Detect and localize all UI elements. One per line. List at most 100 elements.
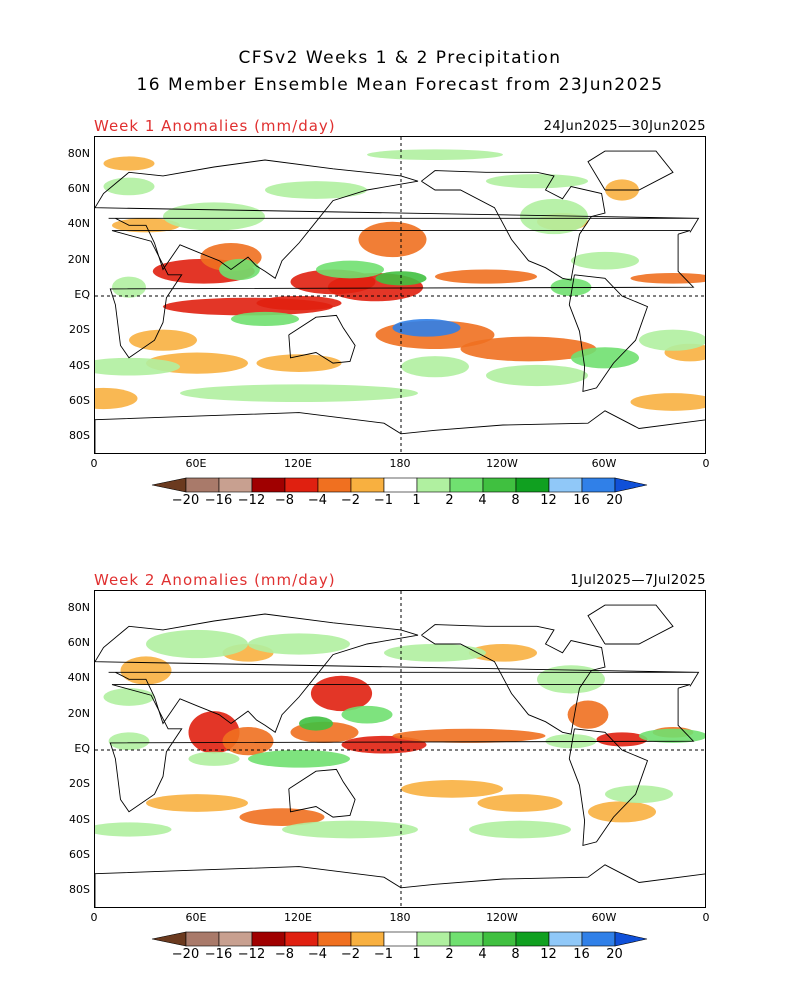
colorbar-tick-label: −20 [171, 493, 200, 508]
anomaly-region [639, 728, 705, 743]
anomaly-region [469, 820, 571, 839]
colorbar-swatch [449, 477, 483, 493]
lat-tick-label: 80S [69, 883, 90, 897]
colorbar-swatch [482, 931, 516, 947]
panel-2-map [94, 590, 706, 908]
lon-tick-label: 60W [591, 911, 617, 924]
anomaly-region [401, 356, 469, 378]
lat-tick-label: 80N [67, 146, 90, 160]
colorbar-swatch [515, 931, 549, 947]
anomaly-region [95, 822, 172, 837]
colorbar-tick-label: −16 [204, 493, 233, 508]
anomaly-region [265, 181, 367, 199]
colorbar-high-extend [614, 931, 647, 947]
anomaly-region [112, 276, 146, 298]
lat-tick-label: 20N [67, 706, 90, 720]
title-line-2: 16 Member Ensemble Mean Forecast from 23… [136, 75, 664, 95]
colorbar-swatch [350, 477, 384, 493]
colorbar-tick-label: 2 [445, 947, 454, 962]
coastline [568, 274, 649, 392]
coastline [587, 604, 674, 645]
colorbar-tick-label: −20 [171, 947, 200, 962]
colorbar-swatch [383, 477, 417, 493]
anomaly-region [219, 258, 260, 281]
colorbar-swatch [515, 477, 549, 493]
lon-tick-label: 60W [591, 457, 617, 470]
coastline [95, 613, 700, 733]
colorbar-tick-label: 1 [412, 947, 421, 962]
coastline [95, 410, 705, 453]
colorbar-tick-label: 4 [478, 947, 487, 962]
lat-tick-label: 60S [69, 394, 90, 407]
lon-tick-label: 180 [389, 911, 411, 924]
anomaly-region [222, 727, 274, 756]
coastline [288, 314, 356, 364]
colorbar-tick-label: 8 [511, 947, 520, 962]
lat-tick-label: 60N [67, 182, 90, 195]
anomaly-region [248, 750, 350, 768]
anomaly-region [310, 675, 373, 712]
colorbar-tick-label: −8 [274, 947, 295, 962]
title-line-1: CFSv2 Weeks 1 & 2 Precipitation [238, 48, 562, 68]
lat-tick-label: 20S [69, 323, 90, 337]
anomaly-region [316, 260, 384, 279]
panel-1-map-svg [95, 137, 705, 453]
anomaly-region [435, 269, 537, 284]
anomaly-region [384, 644, 486, 662]
lat-tick-label: 40N [67, 217, 90, 231]
anomaly-region [567, 700, 609, 729]
panel-2-map-svg [95, 591, 705, 907]
anomaly-region [639, 329, 705, 351]
anomaly-region [231, 311, 299, 327]
lon-tick-label: 180 [389, 457, 411, 470]
colorbar-swatch [185, 477, 219, 493]
colorbar-swatch [317, 477, 351, 493]
colorbar-swatch [581, 477, 615, 493]
lat-tick-label: 80S [69, 429, 90, 443]
coastline [587, 150, 674, 191]
colorbar-tick-label: −1 [373, 493, 394, 508]
colorbar-swatch [581, 931, 615, 947]
anomaly-region [188, 751, 240, 766]
colorbar-tick-label: −4 [307, 493, 328, 508]
anomaly-region [520, 198, 588, 235]
anomaly-region [248, 633, 350, 655]
anomaly-region [299, 716, 333, 731]
colorbar-tick-label: 12 [540, 493, 557, 508]
lon-tick-label: 120E [284, 457, 312, 470]
panel-2-date-range: 1Jul2025—7Jul2025 [570, 573, 706, 588]
coastline [95, 864, 705, 907]
anomaly-region [129, 329, 197, 351]
colorbar-swatch [416, 477, 450, 493]
anomaly-region [120, 656, 172, 685]
anomaly-region [486, 174, 588, 189]
colorbar-swatch [251, 477, 285, 493]
coastline [421, 624, 606, 735]
anomaly-region [256, 296, 342, 311]
anomaly-region [392, 728, 546, 743]
colorbar-swatch [317, 931, 351, 947]
colorbar-tick-label: 2 [445, 493, 454, 508]
colorbar-tick-label: −1 [373, 947, 394, 962]
colorbar-svg [151, 931, 647, 947]
colorbar-tick-label: −12 [237, 947, 266, 962]
anomaly-region [605, 785, 673, 803]
coastline [288, 768, 356, 818]
panel-1-label: Week 1 Anomalies (mm/day) [94, 117, 336, 135]
colorbar-swatch [284, 477, 318, 493]
colorbar-swatch [350, 931, 384, 947]
anomaly-region [146, 794, 248, 812]
lat-tick-label: 40S [69, 812, 90, 826]
anomaly-region [146, 629, 248, 659]
panel-2-label: Week 2 Anomalies (mm/day) [94, 571, 336, 589]
lat-tick-label: EQ [74, 742, 90, 755]
colorbar-tick-label: −4 [307, 947, 328, 962]
anomaly-region [108, 732, 150, 750]
colorbar-low-extend [151, 477, 186, 493]
anomaly-region [460, 336, 597, 362]
colorbar-swatch [251, 931, 285, 947]
colorbar-swatch [482, 477, 516, 493]
colorbar-low-extend [151, 931, 186, 947]
lon-tick-label: 0 [702, 911, 710, 924]
anomaly-region [95, 387, 138, 410]
